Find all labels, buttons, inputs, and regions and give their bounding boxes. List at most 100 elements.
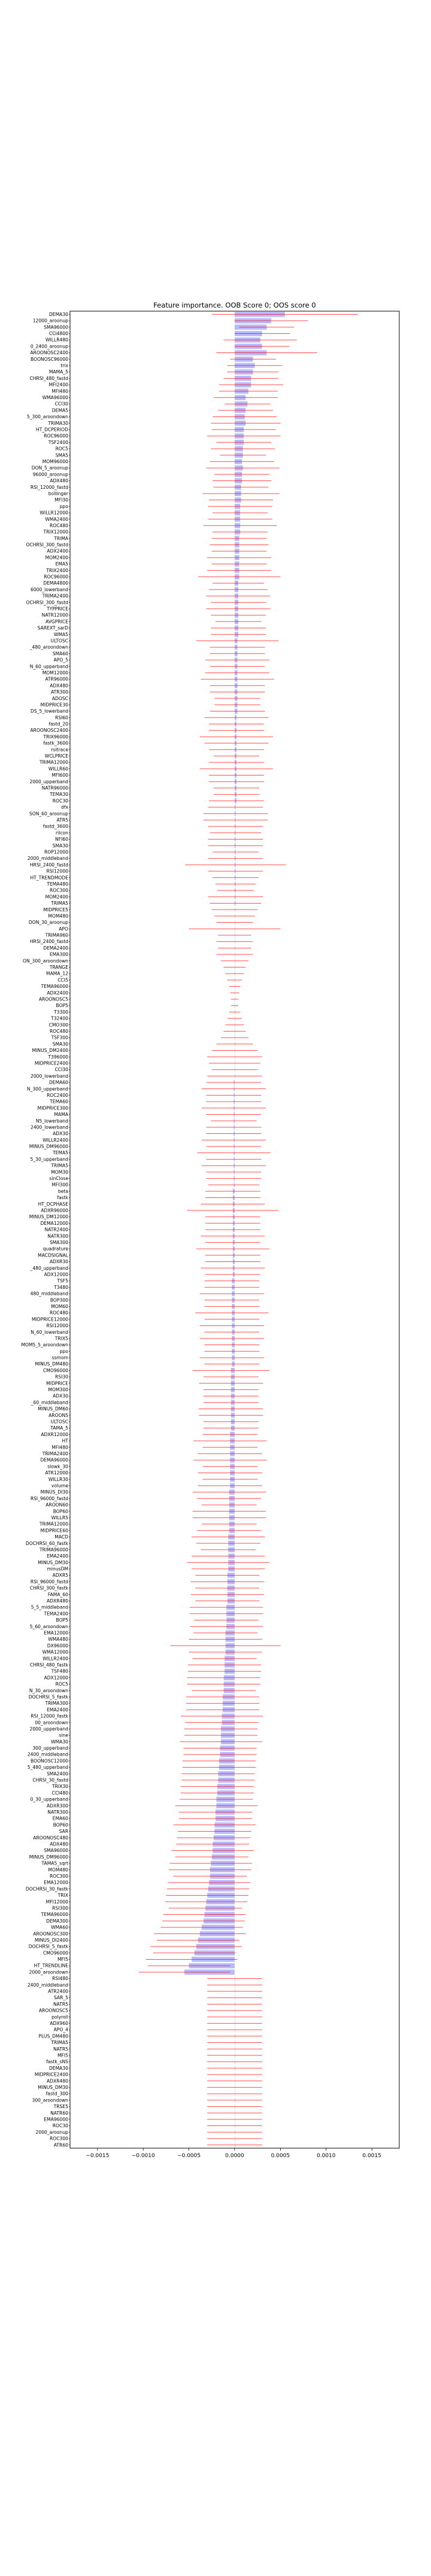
feature-label-88: RSI12000 xyxy=(47,869,69,874)
feature-label-159: RSI12000 xyxy=(47,1323,69,1328)
feature-label-13: MFI480 xyxy=(51,388,68,394)
feature-label-104: MAMA_12 xyxy=(46,971,68,977)
feature-label-281: TRSE5 xyxy=(53,2104,69,2109)
feature-label-133: 5_30_upperband xyxy=(31,1157,69,1162)
feature-label-80: ATR5 xyxy=(57,817,69,823)
feature-label-116: MINUS_DM2400 xyxy=(32,1048,69,1053)
feature-label-115: SMA30 xyxy=(53,1041,68,1047)
feature-label-3: SMA96000 xyxy=(44,324,68,330)
feature-label-243: TAMA5_sqrt xyxy=(41,1861,69,1866)
feature-label-196: MINUS_DM30 xyxy=(38,1560,68,1565)
feature-label-17: 5_300_aroondown xyxy=(27,414,68,419)
feature-label-123: ROC2400 xyxy=(47,1093,68,1098)
x-tick-label-1: −0.0015 xyxy=(86,2153,109,2159)
feature-label-195: EMA2400 xyxy=(47,1553,68,1559)
feature-label-265: NATR5 xyxy=(53,2002,68,2007)
feature-label-202: ADXR480 xyxy=(47,1598,68,1604)
feature-label-173: AROON5 xyxy=(48,1413,68,1418)
feature-label-49: AVGPRICE xyxy=(45,619,68,624)
feature-label-128: 2400_lowerband xyxy=(31,1124,68,1130)
feature-label-11: CHRSI_480_fastd xyxy=(29,376,68,381)
feature-label-247: DOCHRSI_30_fastk xyxy=(26,1886,69,1891)
feature-label-143: DEMA12000 xyxy=(40,1221,68,1226)
feature-label-234: ADXR300 xyxy=(47,1803,68,1808)
feature-label-254: AROONOSC300 xyxy=(33,1931,68,1936)
x-tick-label-4: 0.0000 xyxy=(225,2153,244,2159)
feature-label-152: TSF5 xyxy=(56,1278,68,1284)
feature-label-280: 300_aroondown xyxy=(32,2097,69,2103)
feature-label-43: DEMA4800 xyxy=(43,580,68,586)
feature-label-108: AROONOSC5 xyxy=(39,997,68,1002)
feature-label-106: TEMA96000 xyxy=(41,984,69,989)
feature-label-215: ROC5 xyxy=(56,1681,69,1687)
feature-label-127: N5_lowerband xyxy=(36,1118,68,1124)
feature-label-95: MOM480 xyxy=(48,913,68,919)
feature-label-68: fastk_3600 xyxy=(43,741,68,746)
feature-label-61: ADOSC xyxy=(52,696,68,701)
feature-label-12: MFI2400 xyxy=(49,382,69,388)
feature-label-71: TRIMA12000 xyxy=(39,760,68,765)
feature-label-72: WILLR60 xyxy=(48,766,68,771)
feature-label-8: BOONOSC96000 xyxy=(31,357,68,362)
feature-label-229: SMA2400 xyxy=(47,1771,68,1777)
feature-label-131: MINUS_DM96000 xyxy=(29,1144,68,1149)
feature-label-53: _480_aroondown xyxy=(29,644,68,650)
feature-label-267: polyroll xyxy=(51,2014,68,2020)
feature-label-233: 0_30_upperband xyxy=(31,1797,69,1802)
feature-label-188: BOP60 xyxy=(53,1509,68,1514)
feature-label-235: NATR300 xyxy=(47,1809,68,1815)
feature-label-262: 2400_middleband xyxy=(28,1982,68,1988)
feature-label-246: EMA12000 xyxy=(44,1880,68,1885)
feature-label-73: MFI600 xyxy=(51,773,68,778)
feature-label-14: WMA96000 xyxy=(43,395,69,400)
feature-label-42: ROC96000 xyxy=(44,574,68,580)
feature-label-261: RSI480 xyxy=(52,1976,68,1981)
feature-label-1: DEMA30 xyxy=(49,312,68,317)
feature-label-277: ADXR480 xyxy=(47,2078,68,2084)
feature-label-165: MINUS_DM480 xyxy=(35,1361,68,1367)
feature-label-75: NATR96000 xyxy=(42,786,69,791)
feature-label-113: ROC480 xyxy=(50,1029,68,1034)
feature-label-86: 2000_middleband xyxy=(28,856,68,861)
feature-label-287: ATR60 xyxy=(54,2142,68,2148)
feature-label-142: MINUS_DM12000 xyxy=(29,1214,68,1219)
feature-label-174: ULTOSC xyxy=(51,1419,68,1425)
feature-label-82: rilcon xyxy=(56,830,68,835)
feature-label-46: OCHRSI_300_fastd xyxy=(26,600,69,605)
feature-label-76: TEMA30 xyxy=(49,792,68,797)
feature-label-149: ADXR30 xyxy=(50,1259,68,1264)
feature-label-260: 2000_aroondown xyxy=(29,1969,69,1975)
feature-label-59: ADX480 xyxy=(50,683,68,688)
feature-label-282: NATR60 xyxy=(50,2110,68,2116)
feature-label-198: ADXR5 xyxy=(53,1573,69,1578)
feature-label-180: DEMA96000 xyxy=(40,1458,68,1463)
chart-title: Feature importance. OOB Score 0; OOS sco… xyxy=(153,301,315,309)
feature-label-6: 0_2400_aroonup xyxy=(31,343,68,349)
feature-label-4: CCI4800 xyxy=(49,331,68,336)
feature-label-175: TAMA_5 xyxy=(50,1425,68,1431)
feature-label-189: WILLR5 xyxy=(51,1515,68,1520)
feature-label-216: N_30_aroondown xyxy=(29,1688,68,1693)
feature-label-54: SMA60 xyxy=(53,651,68,656)
feature-label-52: ULTOSC xyxy=(51,638,68,643)
feature-label-121: DEMA60 xyxy=(49,1080,68,1085)
bars-layer xyxy=(138,312,359,2148)
feature-label-268: ADX960 xyxy=(50,2021,68,2026)
feature-label-101: EMA300 xyxy=(50,952,68,957)
feature-label-119: CCI30 xyxy=(54,1067,68,1072)
feature-label-166: CMO96000 xyxy=(43,1368,68,1373)
feature-label-284: ROC30 xyxy=(53,2123,68,2128)
feature-label-78: dfx xyxy=(61,805,68,810)
feature-label-263: ATR2400 xyxy=(48,1989,68,1994)
feature-label-148: MACDSIGNAL xyxy=(38,1252,69,1258)
feature-label-236: EMA60 xyxy=(53,1816,68,1821)
feature-label-187: AROON60 xyxy=(45,1503,68,1508)
feature-label-230: CHRSI_30_fastd xyxy=(32,1778,68,1783)
feature-label-209: DX96000 xyxy=(47,1643,68,1649)
feature-label-156: MOM60 xyxy=(51,1304,68,1309)
feature-label-167: RSI30 xyxy=(55,1374,68,1380)
feature-label-20: ROC96000 xyxy=(44,433,68,439)
feature-label-70: WCLPRICE xyxy=(45,753,68,759)
feature-label-190: TRIMA12000 xyxy=(39,1522,68,1527)
feature-label-208: WMA480 xyxy=(48,1637,68,1642)
